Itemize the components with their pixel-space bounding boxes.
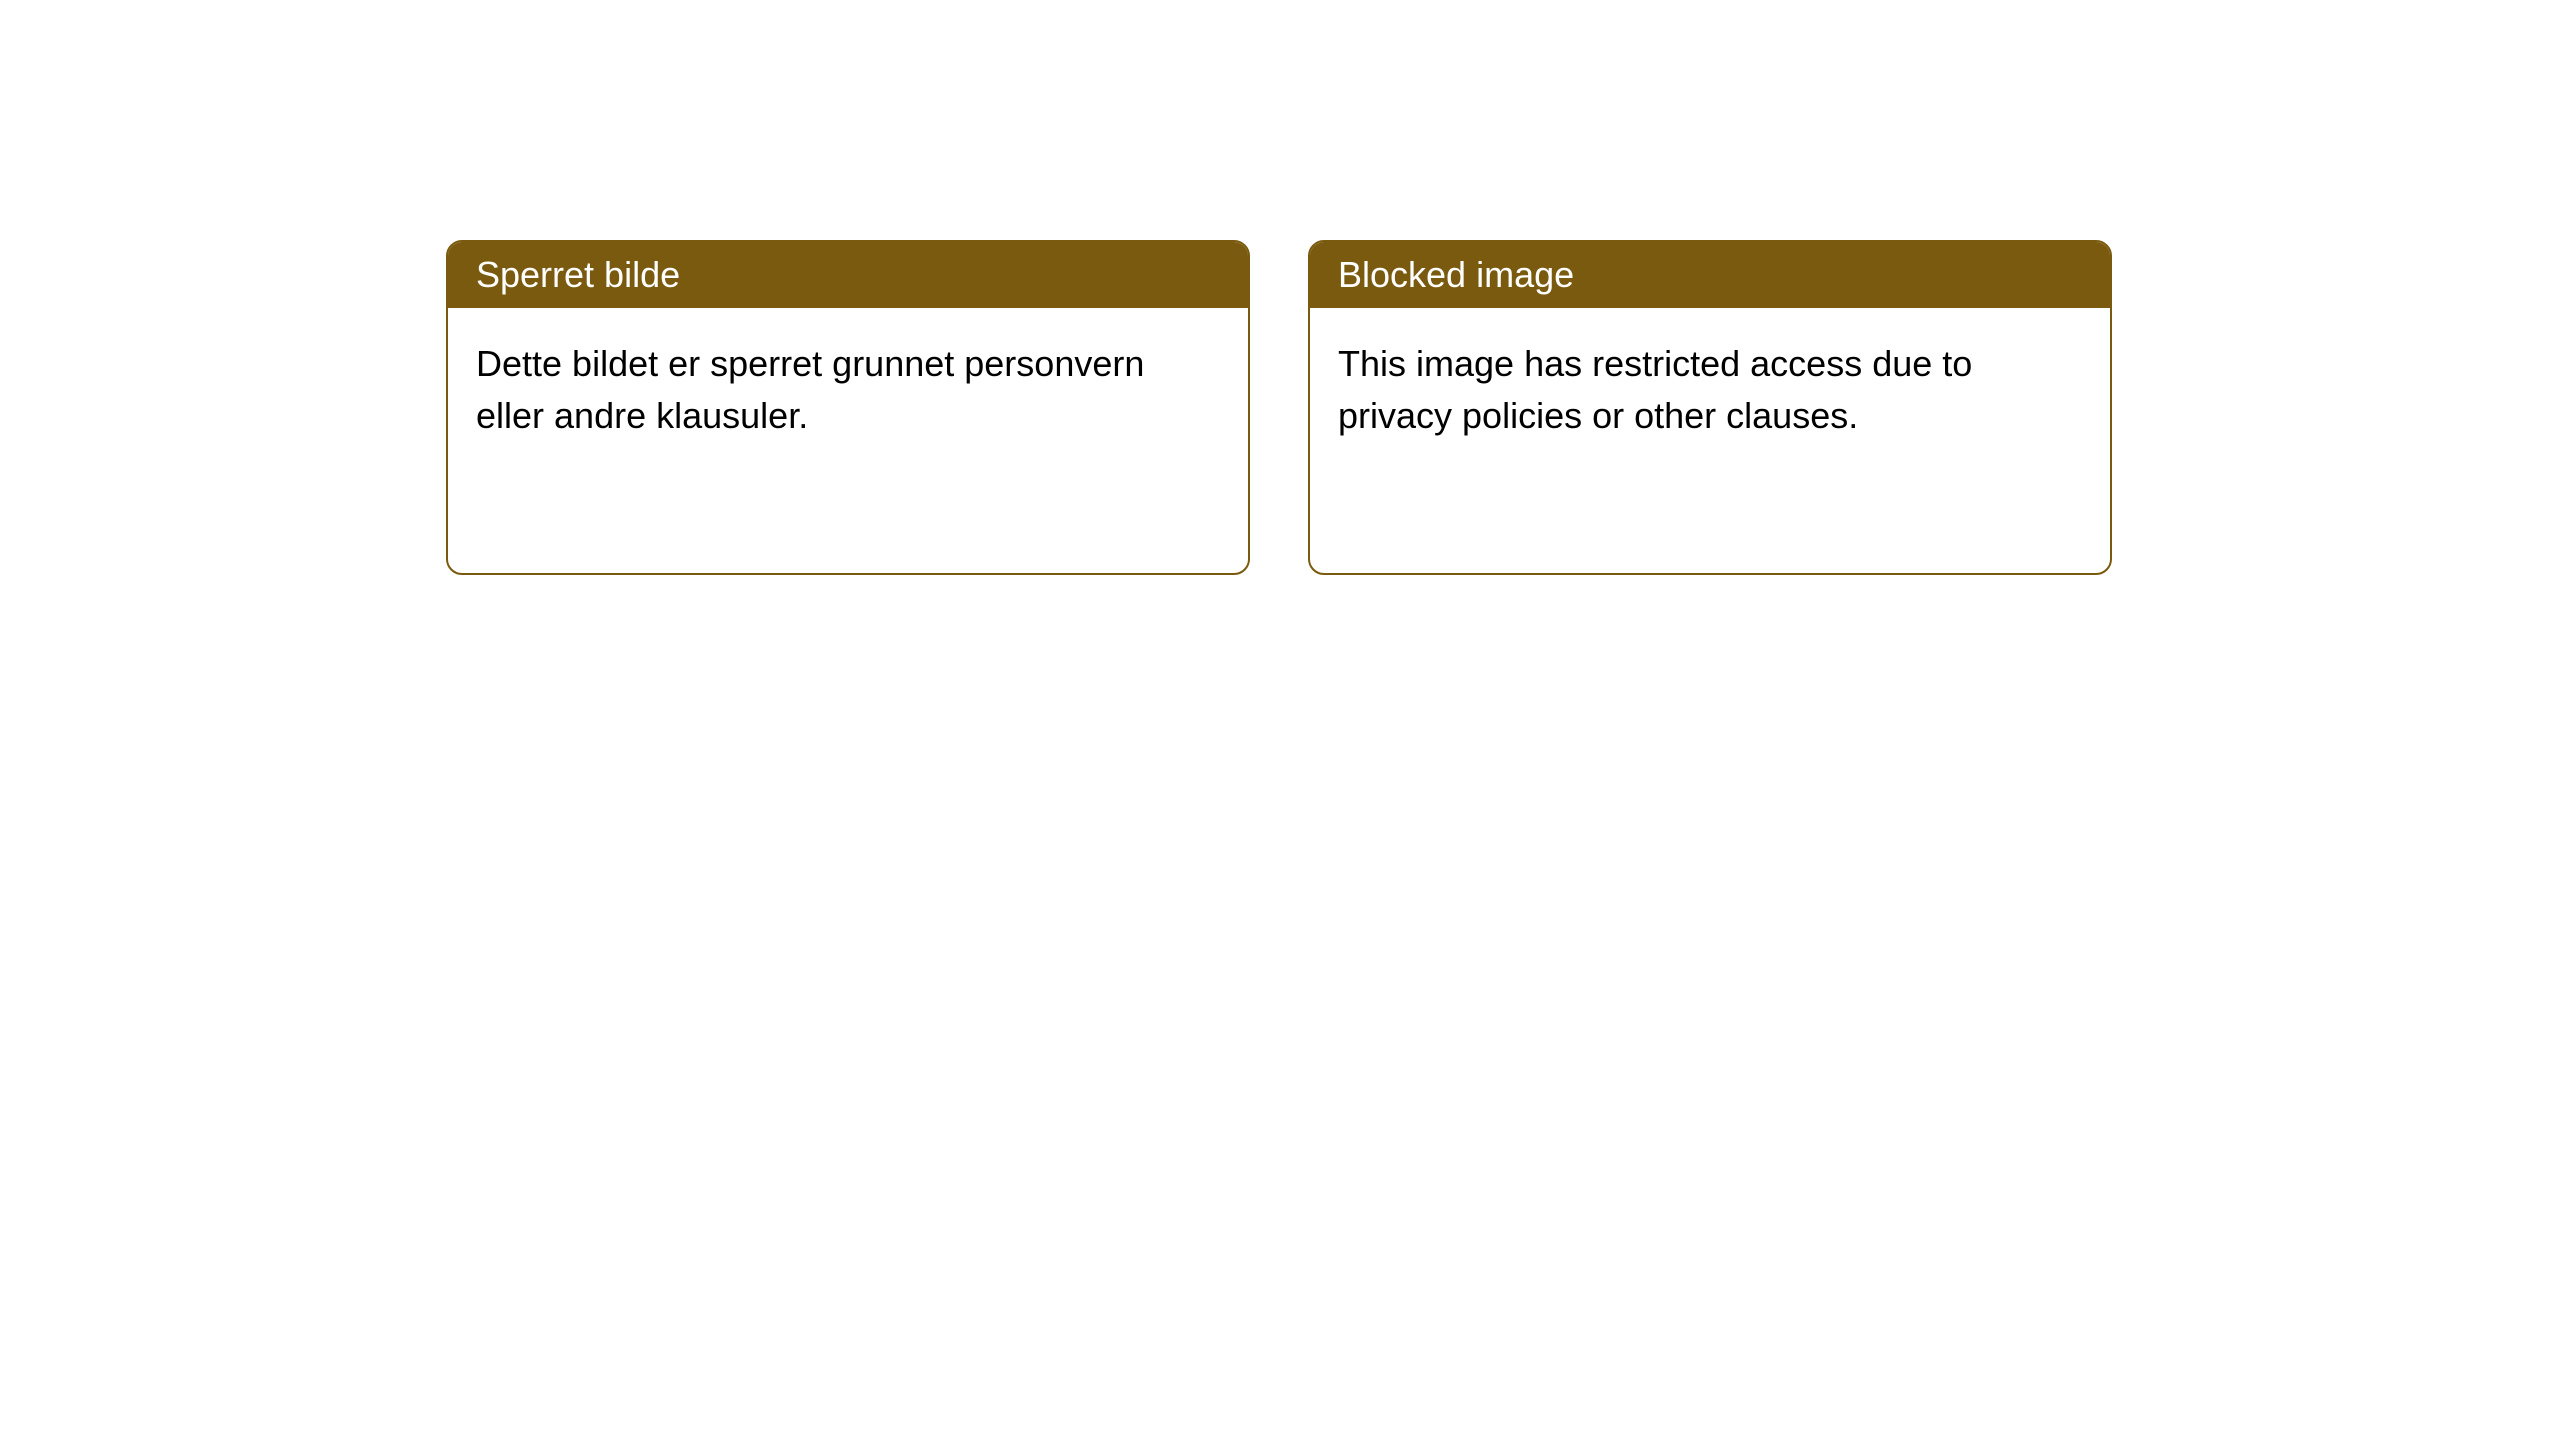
- card-message: This image has restricted access due to …: [1338, 343, 1972, 436]
- card-message: Dette bildet er sperret grunnet personve…: [476, 343, 1144, 436]
- card-body-english: This image has restricted access due to …: [1310, 308, 2110, 472]
- card-title: Sperret bilde: [476, 254, 680, 295]
- card-body-norwegian: Dette bildet er sperret grunnet personve…: [448, 308, 1248, 472]
- card-header-norwegian: Sperret bilde: [448, 242, 1248, 308]
- cards-container: Sperret bilde Dette bildet er sperret gr…: [446, 240, 2112, 575]
- card-title: Blocked image: [1338, 254, 1574, 295]
- card-header-english: Blocked image: [1310, 242, 2110, 308]
- card-norwegian: Sperret bilde Dette bildet er sperret gr…: [446, 240, 1250, 575]
- card-english: Blocked image This image has restricted …: [1308, 240, 2112, 575]
